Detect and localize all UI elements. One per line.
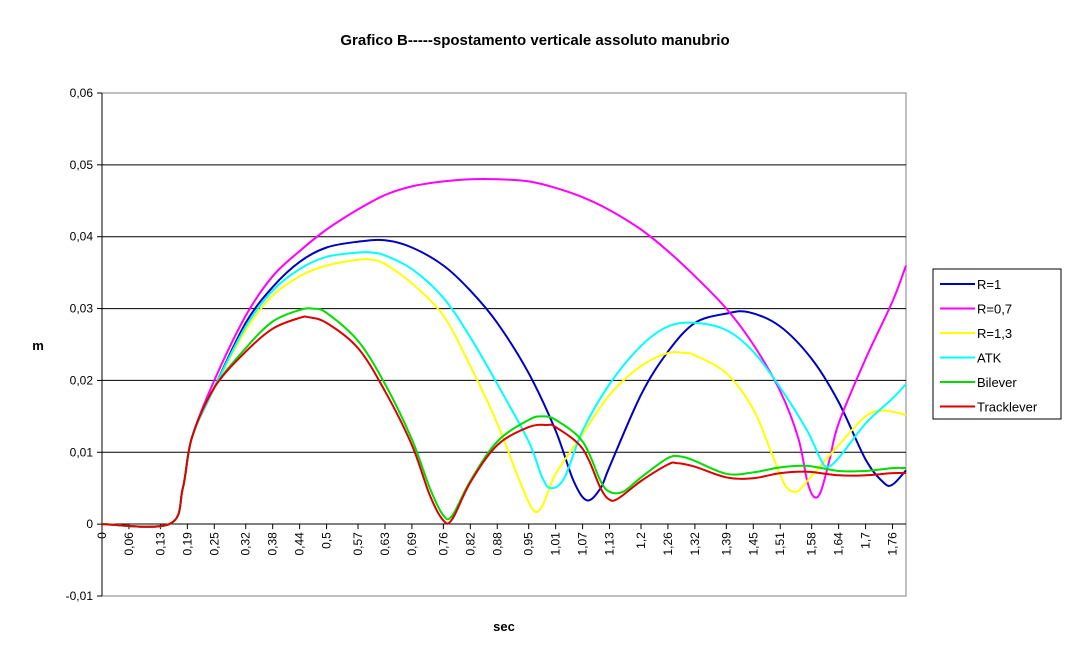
x-tick-label: 0,63 — [378, 532, 392, 556]
x-tick-label: 0,69 — [405, 532, 419, 556]
y-tick-label: 0,06 — [70, 86, 94, 100]
series-line-r-0-7 — [101, 177, 907, 528]
x-tick-label: 1,7 — [859, 532, 873, 549]
legend-label-r-1-3: R=1,3 — [977, 326, 1012, 341]
x-tick-label: 0,13 — [153, 532, 167, 556]
legend-box — [932, 268, 1062, 420]
legend-label-bilever: Bilever — [977, 375, 1017, 390]
series-lines — [101, 177, 907, 528]
series-line-r-1 — [101, 238, 907, 528]
series-line-bilever — [101, 307, 907, 528]
x-tick-label: 0,5 — [320, 532, 334, 549]
y-tick-label: 0,01 — [70, 445, 94, 459]
y-tick-label: -0,01 — [66, 589, 94, 603]
grid-lines — [102, 164, 906, 453]
x-tick-label: 0,82 — [463, 532, 477, 556]
y-tick-label: 0,05 — [70, 158, 94, 172]
legend-label-r-0-7: R=0,7 — [977, 302, 1012, 317]
y-tick-label: 0,03 — [70, 302, 94, 316]
x-tick-label: 1,76 — [886, 532, 900, 556]
x-tick-label: 0,44 — [293, 532, 307, 556]
x-tick-label: 0,25 — [207, 532, 221, 556]
x-tick-label: 0,19 — [180, 532, 194, 556]
x-axis-title: sec — [493, 619, 515, 634]
legend: R=1 R=0,7 R=1,3 ATK Bilever Tracklever — [940, 277, 1038, 415]
x-tick-label: 0,32 — [239, 532, 253, 556]
legend-label-tracklever: Tracklever — [977, 400, 1038, 415]
x-tick-label: 0,57 — [351, 532, 365, 556]
y-axis-title: m — [32, 338, 44, 353]
x-tick-label: 0,76 — [436, 532, 450, 556]
y-tick-label: 0,04 — [70, 230, 94, 244]
x-tick-label: 1,32 — [688, 532, 702, 556]
x-tick-label: 0,88 — [490, 532, 504, 556]
x-tick-label: 1,64 — [832, 532, 846, 556]
x-tick-label: 1,51 — [773, 532, 787, 556]
x-tick-label: 0,06 — [122, 532, 136, 556]
series-line-tracklever — [101, 315, 907, 528]
x-tick-label: 1,26 — [661, 532, 675, 556]
legend-label-atk: ATK — [977, 351, 1002, 366]
x-tick-label: 1,58 — [805, 532, 819, 556]
x-tick-label: 1,39 — [719, 532, 733, 556]
series-line-atk — [101, 251, 907, 528]
x-tick-label: 1,07 — [576, 532, 590, 556]
x-tick-label: 1,45 — [746, 532, 760, 556]
plot-area — [101, 92, 907, 597]
x-axis-ticks: 00,060,130,190,250,320,380,440,50,570,63… — [95, 524, 900, 556]
y-tick-label: 0,02 — [70, 373, 94, 387]
chart-title: Grafico B-----spostamento verticale asso… — [340, 32, 729, 49]
x-tick-label: 1,01 — [549, 532, 563, 556]
x-tick-label: 0,38 — [266, 532, 280, 556]
y-axis-ticks: 0,06 0,05 0,04 0,03 0,02 0,01 0 -0,01 — [66, 86, 102, 603]
x-tick-label: 1,13 — [603, 532, 617, 556]
legend-label-r-1: R=1 — [977, 277, 1001, 292]
x-tick-label: 1,2 — [634, 532, 648, 549]
x-tick-label: 0,95 — [522, 532, 536, 556]
y-tick-label: 0 — [86, 517, 93, 531]
series-line-r-1-3 — [101, 258, 907, 528]
